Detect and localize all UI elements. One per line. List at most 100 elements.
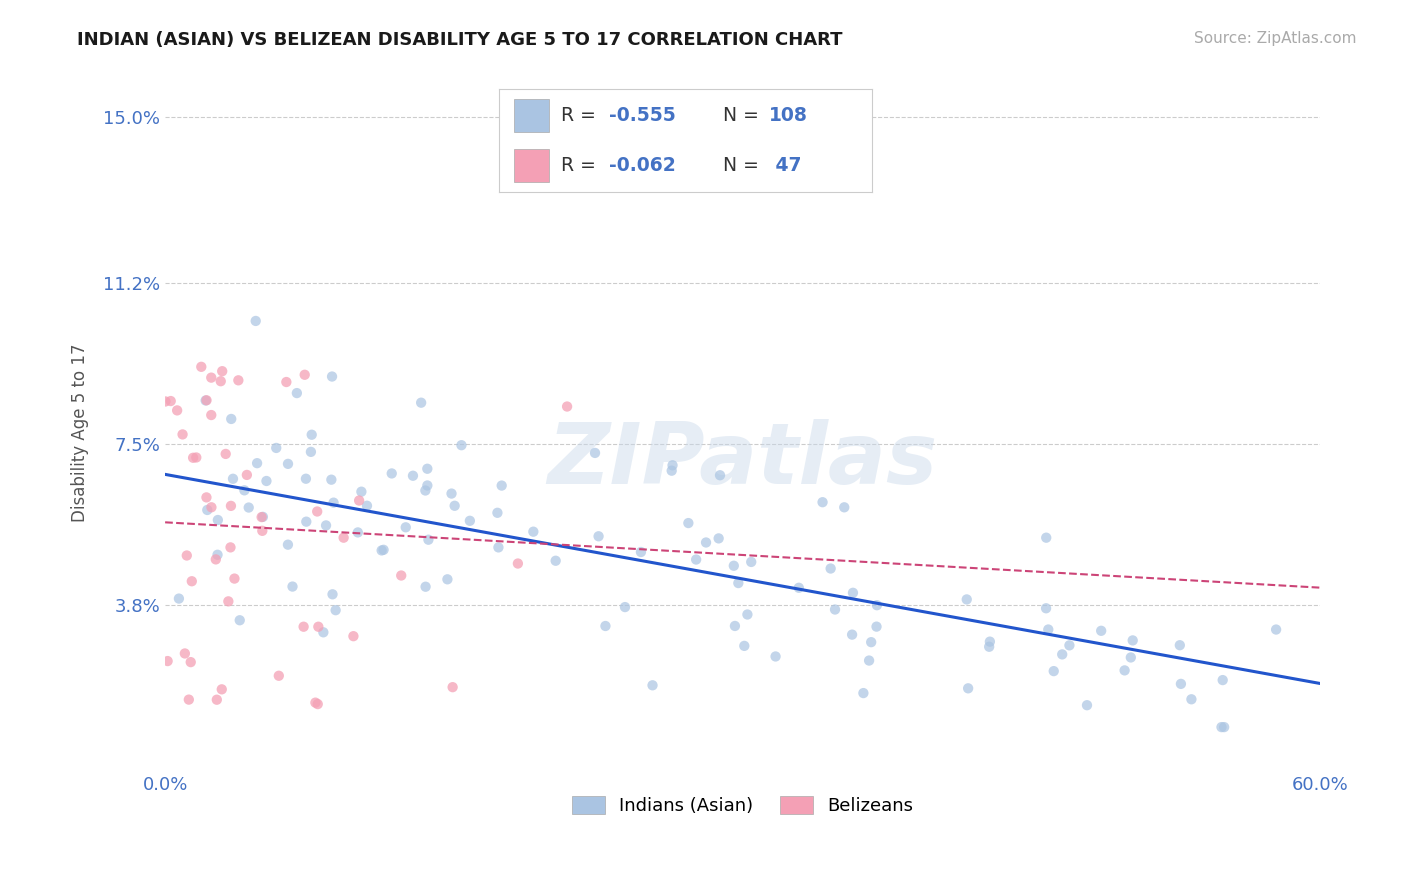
Point <box>246 456 269 470</box>
Point <box>555 400 578 414</box>
Point <box>177 692 200 706</box>
Point <box>1122 633 1144 648</box>
Point <box>205 692 228 706</box>
Point <box>307 504 329 518</box>
Point <box>370 543 392 558</box>
Point <box>256 474 278 488</box>
Point <box>211 364 233 378</box>
Point <box>724 619 747 633</box>
Point <box>832 500 855 515</box>
Legend: Indians (Asian), Belizeans: Indians (Asian), Belizeans <box>565 789 921 822</box>
Text: 47: 47 <box>769 155 801 175</box>
Point <box>267 669 290 683</box>
Point <box>416 462 439 476</box>
Point <box>737 607 759 622</box>
Text: N =: N = <box>723 155 765 175</box>
Point <box>723 558 745 573</box>
Point <box>491 478 513 492</box>
Point <box>166 403 188 417</box>
Point <box>200 408 222 422</box>
Point <box>195 503 218 517</box>
Text: R =: R = <box>561 155 602 175</box>
Point <box>858 654 880 668</box>
Point <box>824 602 846 616</box>
Point <box>1090 624 1112 638</box>
Point <box>852 686 875 700</box>
Point <box>304 696 326 710</box>
Point <box>866 598 889 612</box>
Point <box>209 374 232 388</box>
Point <box>373 542 395 557</box>
Point <box>678 516 700 530</box>
Point <box>411 395 433 409</box>
Point <box>820 561 842 575</box>
Point <box>200 370 222 384</box>
Point <box>233 483 256 498</box>
Point <box>402 468 425 483</box>
Point <box>228 373 250 387</box>
Point <box>219 412 242 426</box>
Point <box>245 314 267 328</box>
Point <box>486 506 509 520</box>
Point <box>381 467 404 481</box>
Point <box>281 580 304 594</box>
Point <box>661 464 683 478</box>
Point <box>347 493 370 508</box>
Point <box>957 681 980 696</box>
Point <box>522 524 544 539</box>
Point <box>979 640 1001 654</box>
Point <box>1038 623 1060 637</box>
Point <box>441 680 464 694</box>
Point <box>630 545 652 559</box>
Point <box>416 478 439 492</box>
Point <box>277 538 299 552</box>
Point <box>1059 638 1081 652</box>
FancyBboxPatch shape <box>515 149 550 181</box>
Point <box>1114 664 1136 678</box>
Point <box>252 524 274 538</box>
Point <box>195 393 218 408</box>
Text: -0.062: -0.062 <box>609 155 676 175</box>
Point <box>173 647 195 661</box>
Point <box>1050 648 1073 662</box>
Point <box>156 654 179 668</box>
Point <box>194 393 217 408</box>
Point <box>315 518 337 533</box>
Point <box>186 450 208 465</box>
Point <box>1180 692 1202 706</box>
Point <box>204 552 226 566</box>
Point <box>321 473 343 487</box>
Point <box>180 574 202 589</box>
Point <box>190 359 212 374</box>
Point <box>195 491 218 505</box>
Point <box>685 552 707 566</box>
Point <box>709 468 731 483</box>
Point <box>155 394 177 409</box>
Point <box>1211 720 1233 734</box>
Point <box>219 499 242 513</box>
Point <box>294 368 316 382</box>
Point <box>488 541 510 555</box>
Point <box>415 483 437 498</box>
Point <box>458 514 481 528</box>
Point <box>733 639 755 653</box>
Text: ZIPatlas: ZIPatlas <box>548 418 938 501</box>
Point <box>787 581 810 595</box>
Point <box>332 531 354 545</box>
Point <box>765 649 787 664</box>
Point <box>727 576 749 591</box>
Point <box>301 427 323 442</box>
Point <box>707 532 730 546</box>
Point <box>506 557 529 571</box>
Point <box>356 499 378 513</box>
Point <box>159 394 181 409</box>
Point <box>219 541 242 555</box>
Point <box>299 445 322 459</box>
Point <box>956 592 979 607</box>
Text: R =: R = <box>561 106 602 126</box>
Point <box>207 513 229 527</box>
Text: N =: N = <box>723 106 765 126</box>
Point <box>224 572 246 586</box>
Point <box>614 600 637 615</box>
Point <box>321 587 343 601</box>
